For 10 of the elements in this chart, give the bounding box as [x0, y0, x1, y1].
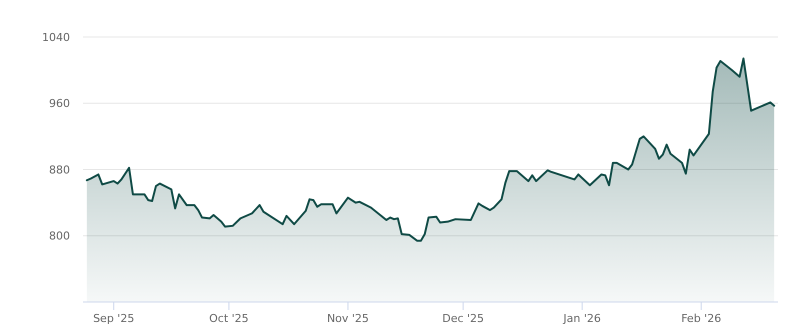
- x-tick-label: Oct '25: [209, 312, 249, 324]
- x-tick-label: Jan '26: [562, 312, 601, 324]
- x-tick-label: Nov '25: [326, 312, 369, 324]
- y-tick-label: 960: [49, 97, 70, 110]
- y-tick-label: 800: [49, 230, 70, 243]
- x-tick-label: Dec '25: [442, 312, 484, 324]
- y-tick-label: 880: [49, 163, 70, 176]
- y-tick-label: 1040: [42, 30, 70, 44]
- x-tick-label: Feb '26: [681, 312, 722, 324]
- x-tick-label: Sep '25: [93, 312, 134, 324]
